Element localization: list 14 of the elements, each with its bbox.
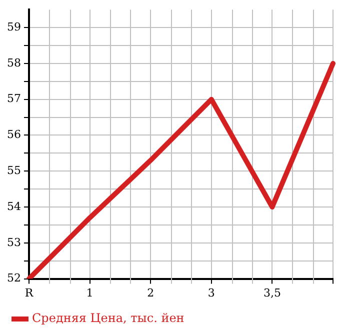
y-tick-label: 59	[6, 20, 21, 34]
y-tick-label: 52	[6, 272, 21, 285]
x-tick-label: 3,5	[263, 286, 281, 300]
x-tick-label: 1	[86, 286, 94, 300]
y-tick-label: 54	[6, 200, 21, 213]
y-tick-label: 56	[6, 128, 21, 142]
y-tick-label: 53	[6, 236, 21, 249]
y-tick-label: 57	[6, 92, 21, 106]
x-tick-label: 2	[147, 286, 154, 300]
y-tick-label: 58	[6, 56, 21, 70]
x-tick-label: R	[24, 286, 34, 300]
legend-label: Средняя Цена, тыс. йен	[32, 311, 184, 326]
y-tick-label: 55	[6, 164, 21, 177]
x-tick-label: 3	[208, 286, 215, 300]
